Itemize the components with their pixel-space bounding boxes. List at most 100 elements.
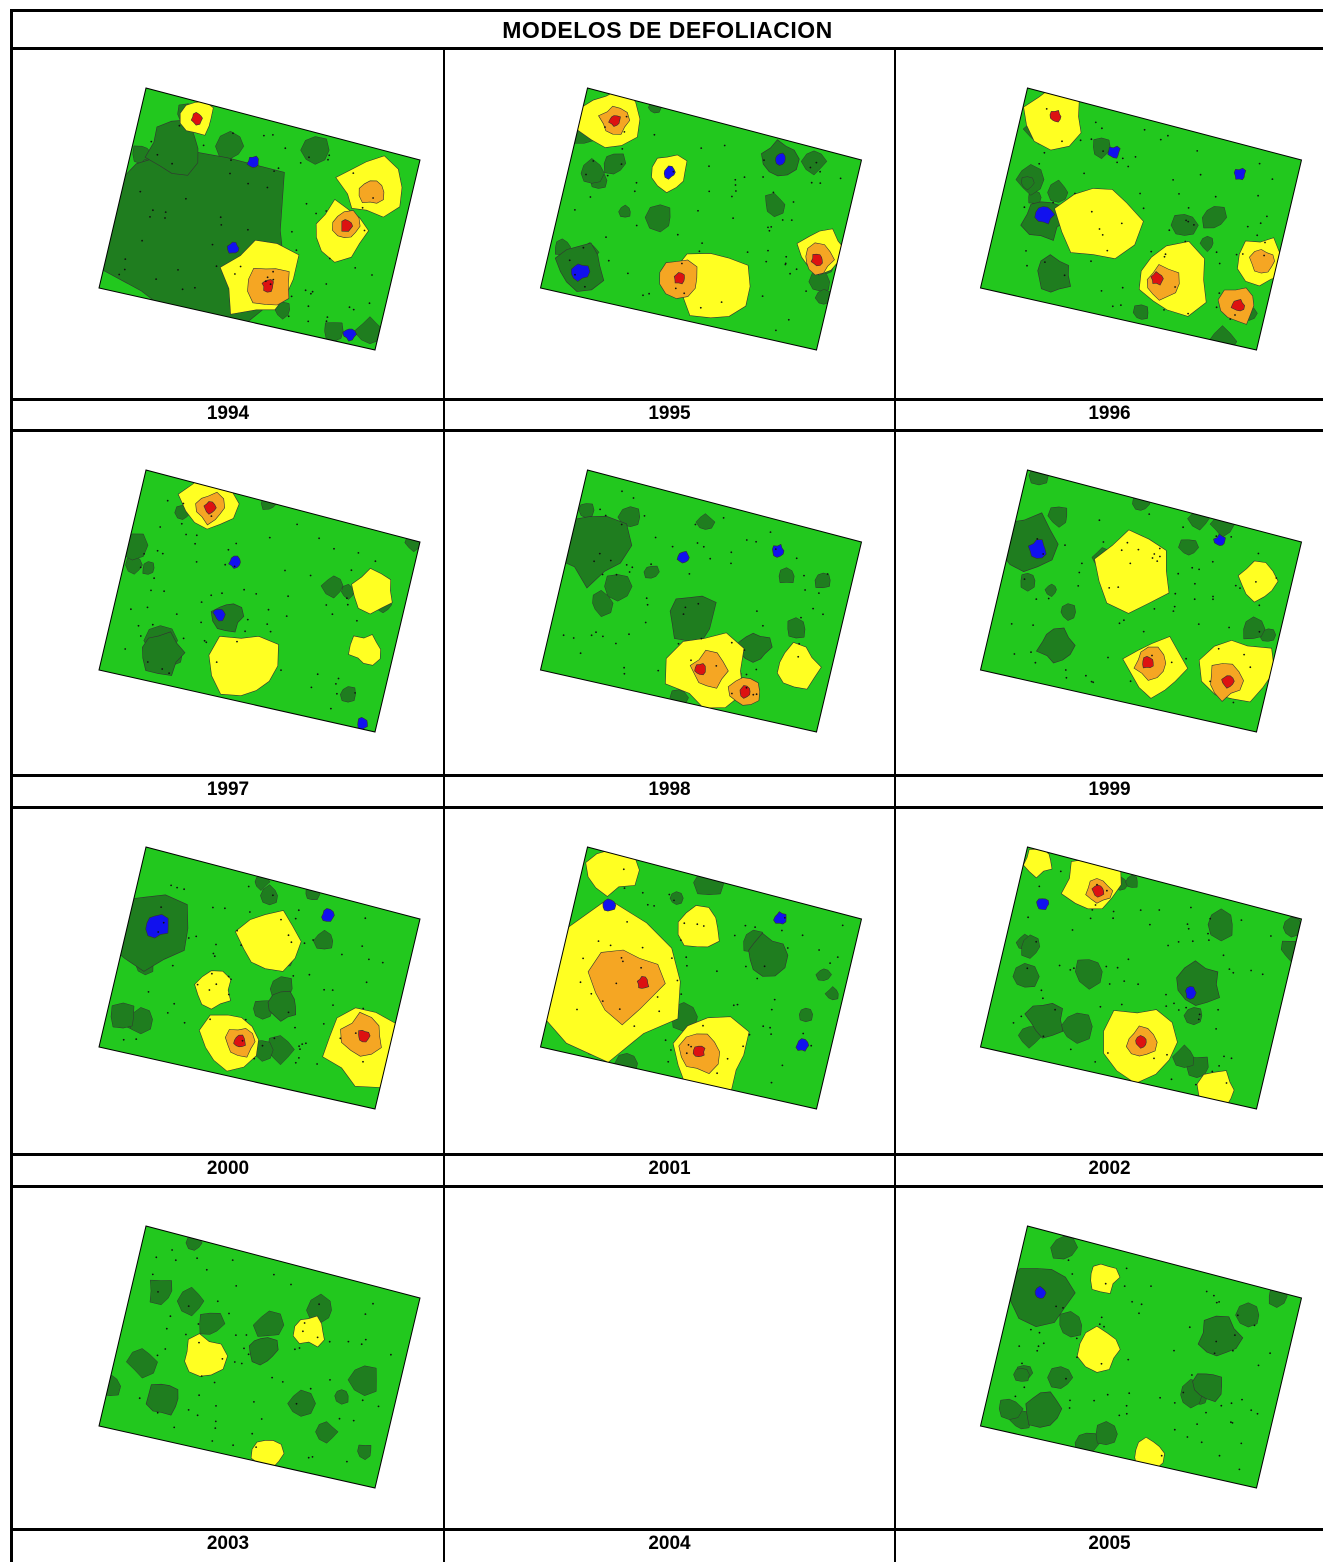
sample-point: [159, 526, 162, 528]
sample-point: [1045, 108, 1048, 110]
sample-point: [658, 1010, 661, 1013]
sample-point: [673, 899, 675, 902]
sample-point: [1043, 151, 1046, 154]
sample-point: [294, 1026, 296, 1029]
year-label-1997: 1997: [206, 779, 250, 800]
sample-point: [1215, 1340, 1218, 1343]
row-line-4a: [10, 1528, 1323, 1531]
sample-point: [1258, 630, 1261, 633]
sample-point: [336, 692, 338, 695]
sample-point: [784, 263, 787, 266]
sample-point: [240, 944, 243, 947]
dark-green-patch: [347, 1365, 377, 1396]
sample-point: [716, 970, 718, 973]
blue-zone: [571, 263, 591, 282]
yellow-zone: [1237, 560, 1279, 603]
yellow-zone: [234, 910, 302, 972]
sample-point: [745, 539, 748, 541]
sample-point: [308, 156, 310, 159]
sample-point: [315, 212, 317, 215]
sample-point: [645, 597, 648, 600]
sample-point: [1023, 1386, 1026, 1389]
sample-point: [164, 1348, 167, 1350]
sample-point: [338, 1417, 341, 1420]
dark-green-patch: [765, 192, 786, 218]
sample-point: [1030, 1328, 1032, 1331]
sample-point: [609, 559, 612, 562]
sample-point: [754, 926, 756, 928]
sample-point: [1165, 993, 1167, 996]
sample-point: [1217, 647, 1220, 650]
sample-point: [1166, 1053, 1168, 1056]
sample-point: [810, 1044, 813, 1047]
dark-green-patch: [1125, 874, 1138, 888]
sample-point: [209, 1018, 212, 1021]
row-line-3b: [10, 1185, 1323, 1188]
dark-green-patch: [1199, 235, 1214, 253]
year-label-1999: 1999: [1088, 779, 1131, 800]
sample-point: [604, 126, 606, 128]
sample-point: [224, 907, 226, 910]
sample-point: [305, 202, 308, 205]
sample-point: [244, 1018, 247, 1021]
sample-point: [215, 983, 218, 986]
sample-point: [296, 523, 298, 526]
sample-point: [185, 533, 188, 536]
sample-point: [1212, 598, 1214, 601]
sample-point: [221, 592, 223, 595]
sample-point: [166, 499, 169, 502]
blue-zone: [1036, 898, 1050, 910]
yellow-zone: [1076, 1325, 1121, 1373]
dark-green-patch: [603, 153, 627, 175]
sample-point: [183, 888, 186, 891]
sample-point: [1064, 669, 1067, 671]
sample-point: [339, 1037, 342, 1040]
sample-point: [670, 1049, 672, 1051]
sample-point: [198, 1341, 200, 1344]
sample-point: [151, 623, 154, 626]
sample-point: [653, 905, 655, 907]
sample-point: [607, 259, 610, 262]
sample-point: [273, 1037, 276, 1040]
sample-point: [1211, 1070, 1214, 1073]
dark-green-patch: [787, 617, 806, 639]
red-zone: [692, 1045, 706, 1058]
dark-green-patch: [1202, 206, 1227, 229]
sample-point: [1138, 1312, 1140, 1315]
dark-green-patch: [693, 869, 725, 895]
sample-point: [1118, 622, 1121, 625]
sample-point: [1139, 909, 1142, 911]
sample-point: [1198, 568, 1200, 571]
map-panel-2002: [896, 809, 1323, 1153]
sample-point: [755, 540, 757, 543]
sample-point: [1102, 541, 1105, 543]
dark-green-patch: [1021, 934, 1041, 959]
dark-green-patch: [334, 1389, 349, 1405]
sample-point: [243, 588, 246, 591]
sample-point: [361, 1399, 364, 1402]
sample-point: [244, 630, 247, 633]
sample-point: [685, 1052, 688, 1055]
sample-point: [251, 1432, 254, 1435]
sample-point: [1090, 260, 1092, 263]
sample-point: [1094, 1061, 1097, 1063]
sample-point: [1069, 1399, 1071, 1402]
sample-point: [347, 1340, 350, 1343]
sample-point: [1234, 314, 1236, 316]
sample-point: [137, 624, 140, 627]
sample-point: [625, 564, 628, 566]
sample-point: [641, 891, 644, 894]
sample-point: [1256, 234, 1259, 237]
dark-green-patch: [643, 565, 660, 579]
dark-green-patch: [1172, 1044, 1194, 1068]
sample-point: [1257, 194, 1259, 197]
sample-point: [325, 320, 328, 323]
year-label-2001: 2001: [648, 1158, 691, 1179]
sample-point: [1035, 940, 1038, 943]
defoliation-map-1995: [539, 87, 863, 351]
sample-point: [572, 637, 575, 639]
sample-point: [1191, 566, 1194, 569]
dark-green-patch: [1060, 603, 1076, 621]
sample-point: [266, 276, 269, 279]
sample-point: [1074, 192, 1076, 195]
